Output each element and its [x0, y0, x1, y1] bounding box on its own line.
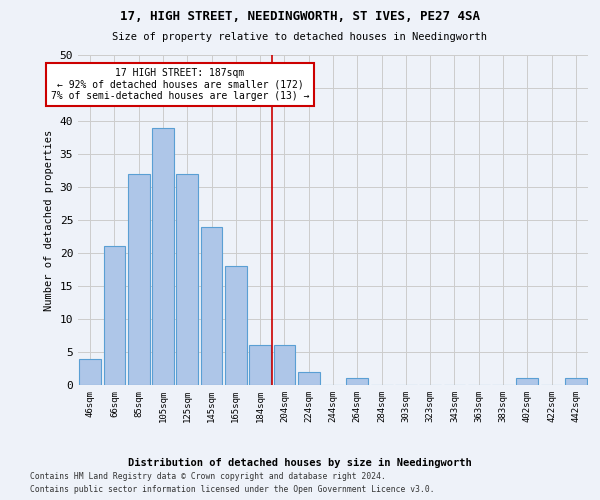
Text: Size of property relative to detached houses in Needingworth: Size of property relative to detached ho…: [113, 32, 487, 42]
Bar: [517, 378, 538, 385]
Bar: [176, 174, 198, 385]
Text: Contains HM Land Registry data © Crown copyright and database right 2024.: Contains HM Land Registry data © Crown c…: [30, 472, 386, 481]
Bar: [104, 246, 125, 385]
Bar: [274, 346, 295, 385]
Bar: [128, 174, 149, 385]
Text: 17, HIGH STREET, NEEDINGWORTH, ST IVES, PE27 4SA: 17, HIGH STREET, NEEDINGWORTH, ST IVES, …: [120, 10, 480, 23]
Bar: [298, 372, 320, 385]
Y-axis label: Number of detached properties: Number of detached properties: [44, 130, 54, 310]
Bar: [79, 358, 101, 385]
Bar: [152, 128, 174, 385]
Text: Distribution of detached houses by size in Needingworth: Distribution of detached houses by size …: [128, 458, 472, 468]
Bar: [565, 378, 587, 385]
Bar: [200, 226, 223, 385]
Bar: [225, 266, 247, 385]
Text: 17 HIGH STREET: 187sqm
← 92% of detached houses are smaller (172)
7% of semi-det: 17 HIGH STREET: 187sqm ← 92% of detached…: [51, 68, 309, 102]
Text: Contains public sector information licensed under the Open Government Licence v3: Contains public sector information licen…: [30, 484, 434, 494]
Bar: [346, 378, 368, 385]
Bar: [249, 346, 271, 385]
